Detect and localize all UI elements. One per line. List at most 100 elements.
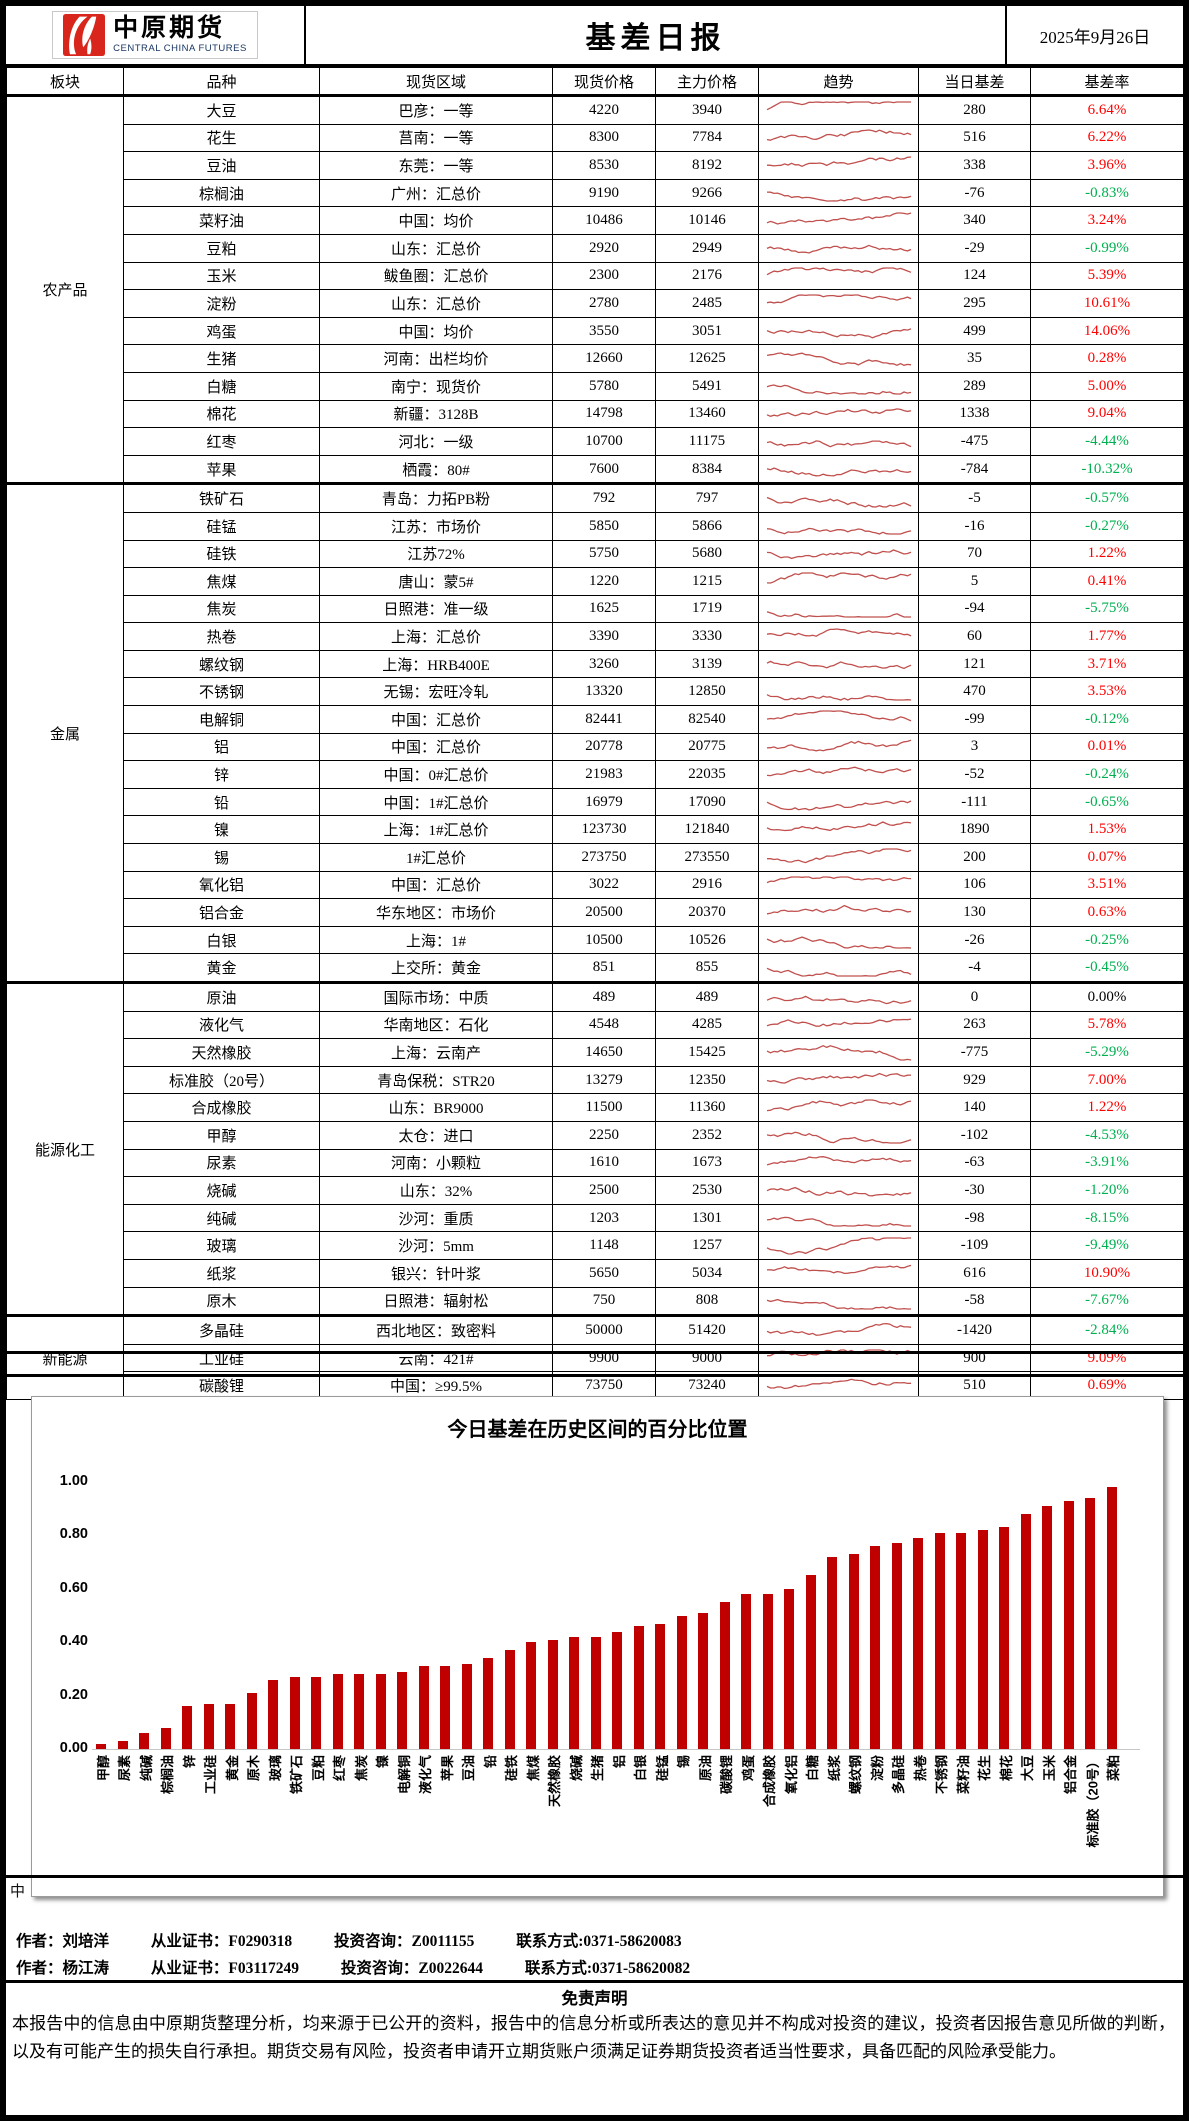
spark-line-icon	[766, 244, 911, 254]
table-row: 硅铁 江苏72% 5750 5680 70 1.22%	[7, 539, 1183, 569]
main-price-cell: 3051	[655, 316, 759, 346]
main-price-cell: 8384	[655, 454, 759, 485]
variety-cell: 纯碱	[123, 1203, 320, 1233]
spark-line-icon	[766, 611, 911, 618]
daily-basis-cell: -30	[918, 1176, 1031, 1205]
table-row: 棕榈油 广州：汇总价 9190 9266 -76 -0.83%	[7, 178, 1183, 208]
basis-rate-cell: -4.53%	[1030, 1120, 1183, 1150]
spot-price-cell: 2250	[552, 1120, 656, 1150]
daily-basis-cell: 121	[918, 649, 1031, 679]
spark-line-icon	[766, 710, 911, 722]
spark-line-icon	[766, 1265, 911, 1275]
table-row: 苹果 栖霞：80# 7600 8384 -784 -10.32%	[7, 454, 1183, 485]
daily-basis-cell: 124	[918, 261, 1031, 291]
chart-box: 今日基差在历史区间的百分比位置 0.00 0.20 0.40 0.60 0.80 1.00…	[31, 1396, 1164, 1897]
variety-cell: 铁矿石	[123, 482, 320, 513]
variety-cell: 甲醇	[123, 1120, 320, 1150]
trend-cell	[758, 371, 919, 401]
main-price-cell: 51420	[655, 1314, 759, 1345]
chart-bar	[1042, 1506, 1052, 1749]
chart-bar	[633, 1626, 644, 1749]
main-price-cell: 797	[655, 482, 759, 513]
variety-cell: 焦煤	[123, 567, 320, 596]
spark-line-icon	[766, 693, 911, 701]
variety-cell: 棉花	[123, 399, 320, 429]
variety-cell: 淀粉	[123, 289, 320, 318]
spark-line-icon	[766, 156, 911, 168]
chart-bar	[1085, 1498, 1095, 1749]
main-price-cell: 2916	[655, 870, 759, 900]
region-cell: 上海：1#	[319, 925, 553, 955]
main-price-cell: 13460	[655, 399, 759, 429]
trend-cell	[758, 482, 919, 513]
variety-cell: 玉米	[123, 261, 320, 291]
basis-rate-cell: 0.63%	[1030, 898, 1183, 927]
spark-line-icon	[766, 876, 911, 884]
chart-bar	[397, 1671, 407, 1749]
trend-cell	[758, 94, 919, 125]
region-cell: 山东：32%	[319, 1176, 553, 1205]
spot-price-cell: 16979	[552, 787, 656, 817]
main-price-cell: 3330	[655, 622, 759, 651]
spark-line-icon	[766, 739, 911, 752]
variety-cell: 玻璃	[123, 1231, 320, 1260]
trend-cell	[758, 151, 919, 180]
spark-line-icon	[766, 212, 911, 225]
spot-price-cell: 10486	[552, 206, 656, 235]
main-price-cell: 82540	[655, 705, 759, 734]
basis-rate-cell: 5.78%	[1030, 1010, 1183, 1040]
region-cell: 日照港：准一级	[319, 594, 553, 624]
main-price-cell: 273550	[655, 843, 759, 872]
table-row: 鸡蛋 中国：均价 3550 3051 499 14.06%	[7, 316, 1183, 346]
logo-cn-text: 中原期货	[113, 15, 226, 43]
chart-bar	[354, 1674, 364, 1749]
spark-line-icon	[766, 1018, 911, 1027]
spark-line-icon	[766, 351, 911, 366]
table-row: 纯碱 沙河：重质 1203 1301 -98 -8.15%	[7, 1203, 1183, 1233]
region-cell: 中国：均价	[319, 206, 553, 235]
basis-rate-cell: 14.06%	[1030, 316, 1183, 346]
region-cell: 中国：0#汇总价	[319, 760, 553, 789]
table-row: 电解铜 中国：汇总价 82441 82540 -99 -0.12%	[7, 705, 1183, 734]
region-cell: 鲅鱼圈：汇总价	[319, 261, 553, 291]
region-cell: 青岛保税：STR20	[319, 1065, 553, 1095]
spark-line-icon	[766, 627, 911, 637]
chart-bar	[225, 1703, 235, 1749]
daily-basis-cell: -475	[918, 427, 1031, 456]
daily-basis-cell: 499	[918, 316, 1031, 346]
trend-cell	[758, 261, 919, 291]
region-cell: 山东：汇总价	[319, 233, 553, 263]
daily-basis-cell: 140	[918, 1093, 1031, 1122]
main-price-cell: 11175	[655, 427, 759, 456]
basis-rate-cell: 5.00%	[1030, 371, 1183, 401]
chart-bar	[762, 1594, 773, 1749]
spot-price-cell: 5850	[552, 511, 656, 541]
y-axis-tick: 0.80	[59, 1526, 88, 1543]
daily-basis-cell: 5	[918, 567, 1031, 596]
chart-bar	[1106, 1487, 1117, 1749]
table-row: 尿素 河南：小颗粒 1610 1673 -63 -3.91%	[7, 1148, 1183, 1178]
trend-cell	[758, 870, 919, 900]
table-row: 白糖 南宁：现货价 5780 5491 289 5.00%	[7, 371, 1183, 401]
basis-rate-cell: -10.32%	[1030, 454, 1183, 485]
spark-line-icon	[766, 660, 911, 670]
basis-rate-cell: 6.64%	[1030, 94, 1183, 125]
trend-cell	[758, 567, 919, 596]
region-cell: 中国：均价	[319, 316, 553, 346]
spot-price-cell: 14798	[552, 399, 656, 429]
chart-bar	[182, 1706, 192, 1749]
table-row: 镍上海：1#汇总价 123730 121840 1890 1.53%	[7, 815, 1183, 845]
spot-price-cell: 7600	[552, 454, 656, 485]
footer-rule-top	[6, 1875, 1183, 1878]
spark-line-icon	[766, 800, 911, 811]
column-header: 基差率	[1030, 67, 1183, 97]
spark-line-icon	[766, 294, 911, 305]
region-cell: 南宁：现货价	[319, 371, 553, 401]
region-cell: 中国：汇总价	[319, 705, 553, 734]
main-price-cell: 121840	[655, 815, 759, 845]
trend-cell	[758, 1038, 919, 1067]
chart-x-axis	[92, 1749, 1140, 1750]
table-row: 热卷 上海：汇总价 3390 3330 60 1.77%	[7, 622, 1183, 651]
basis-table: 板块 品种 现货区域 现货价格 主力价格 趋势 当日基差 基差率 农产品 大豆 巴彦：一等 4220…	[6, 67, 1183, 1400]
trend-cell	[758, 594, 919, 624]
